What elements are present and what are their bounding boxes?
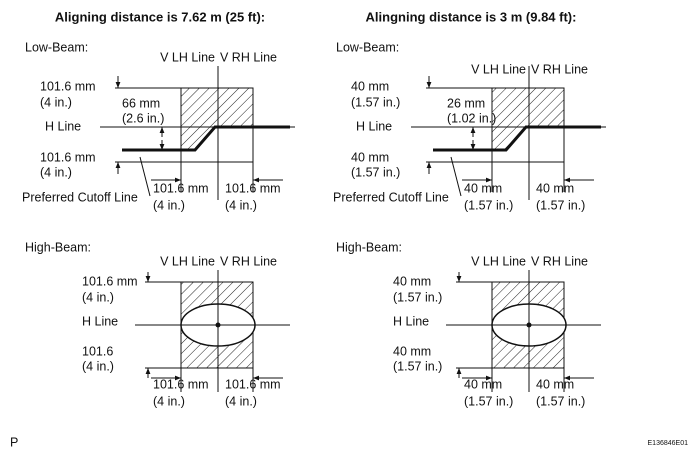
- cutoff-label: Preferred Cutoff Line: [333, 190, 449, 204]
- top-measure: (4 in.): [40, 95, 72, 109]
- footer-left: P: [10, 435, 18, 449]
- right-measure: 40 mm: [536, 377, 574, 391]
- line: [450, 156, 462, 197]
- top-measure: (4 in.): [82, 290, 114, 304]
- footer-right: E136846E01: [648, 440, 689, 447]
- hatch-area: [181, 88, 253, 150]
- right-measure: (4 in.): [225, 394, 257, 408]
- cutoff-line: [122, 125, 290, 152]
- v-rh-label: V RH Line: [220, 50, 277, 64]
- left-measure: 40 mm: [464, 181, 502, 195]
- left-measure: 101.6 mm: [153, 377, 209, 391]
- top-measure: 40 mm: [351, 79, 389, 93]
- right-measure: 101.6 mm: [225, 377, 281, 391]
- bottom-measure: (1.57 in.): [351, 165, 400, 179]
- v-rh-label: V RH Line: [220, 254, 277, 268]
- v-lh-label: V LH Line: [160, 50, 215, 64]
- screen-box: [180, 87, 254, 163]
- bottom-measure: (4 in.): [82, 359, 114, 373]
- cutoff-label: Preferred Cutoff Line: [22, 190, 138, 204]
- h-line-label: H Line: [82, 314, 118, 328]
- line: [139, 156, 151, 197]
- screen-box: [491, 87, 565, 163]
- left-measure: (1.57 in.): [464, 198, 513, 212]
- right-measure: (1.57 in.): [536, 394, 585, 408]
- section-title: Aligning distance is 7.62 m (25 ft):: [55, 9, 265, 24]
- v-rh-label: V RH Line: [531, 62, 588, 76]
- v-lh-label: V LH Line: [471, 254, 526, 268]
- bottom-measure: 40 mm: [351, 150, 389, 164]
- v-lh-label: V LH Line: [471, 62, 526, 76]
- left-measure: 101.6 mm: [153, 181, 209, 195]
- left-measure: (4 in.): [153, 198, 185, 212]
- h-line-label: H Line: [45, 119, 81, 133]
- cutoff-line: [433, 125, 601, 152]
- top-measure: 101.6 mm: [82, 274, 138, 288]
- top-measure: (1.57 in.): [393, 290, 442, 304]
- section-title: Alingning distance is 3 m (9.84 ft):: [366, 9, 577, 24]
- offset-measure: (1.02 in.): [447, 111, 496, 125]
- right-measure: 101.6 mm: [225, 181, 281, 195]
- top-measure: (1.57 in.): [351, 95, 400, 109]
- top-measure: 101.6 mm: [40, 79, 96, 93]
- right-measure: (4 in.): [225, 198, 257, 212]
- beam-label: Low-Beam:: [336, 40, 399, 54]
- beam-label: Low-Beam:: [25, 40, 88, 54]
- bottom-measure: 101.6: [82, 344, 113, 358]
- beam-label: High-Beam:: [25, 240, 91, 254]
- left-measure: 40 mm: [464, 377, 502, 391]
- right-measure: 40 mm: [536, 181, 574, 195]
- top-measure: 40 mm: [393, 274, 431, 288]
- right-measure: (1.57 in.): [536, 198, 585, 212]
- bottom-measure: (1.57 in.): [393, 359, 442, 373]
- hatch-area: [492, 88, 564, 150]
- left-measure: (1.57 in.): [464, 394, 513, 408]
- offset-measure: 66 mm: [122, 96, 160, 110]
- left-measure: (4 in.): [153, 394, 185, 408]
- offset-measure: (2.6 in.): [122, 111, 164, 125]
- v-lh-label: V LH Line: [160, 254, 215, 268]
- h-line-label: H Line: [356, 119, 392, 133]
- v-rh-label: V RH Line: [531, 254, 588, 268]
- bottom-measure: (4 in.): [40, 165, 72, 179]
- offset-measure: 26 mm: [447, 96, 485, 110]
- h-line-label: H Line: [393, 314, 429, 328]
- beam-label: High-Beam:: [336, 240, 402, 254]
- bottom-measure: 40 mm: [393, 344, 431, 358]
- bottom-measure: 101.6 mm: [40, 150, 96, 164]
